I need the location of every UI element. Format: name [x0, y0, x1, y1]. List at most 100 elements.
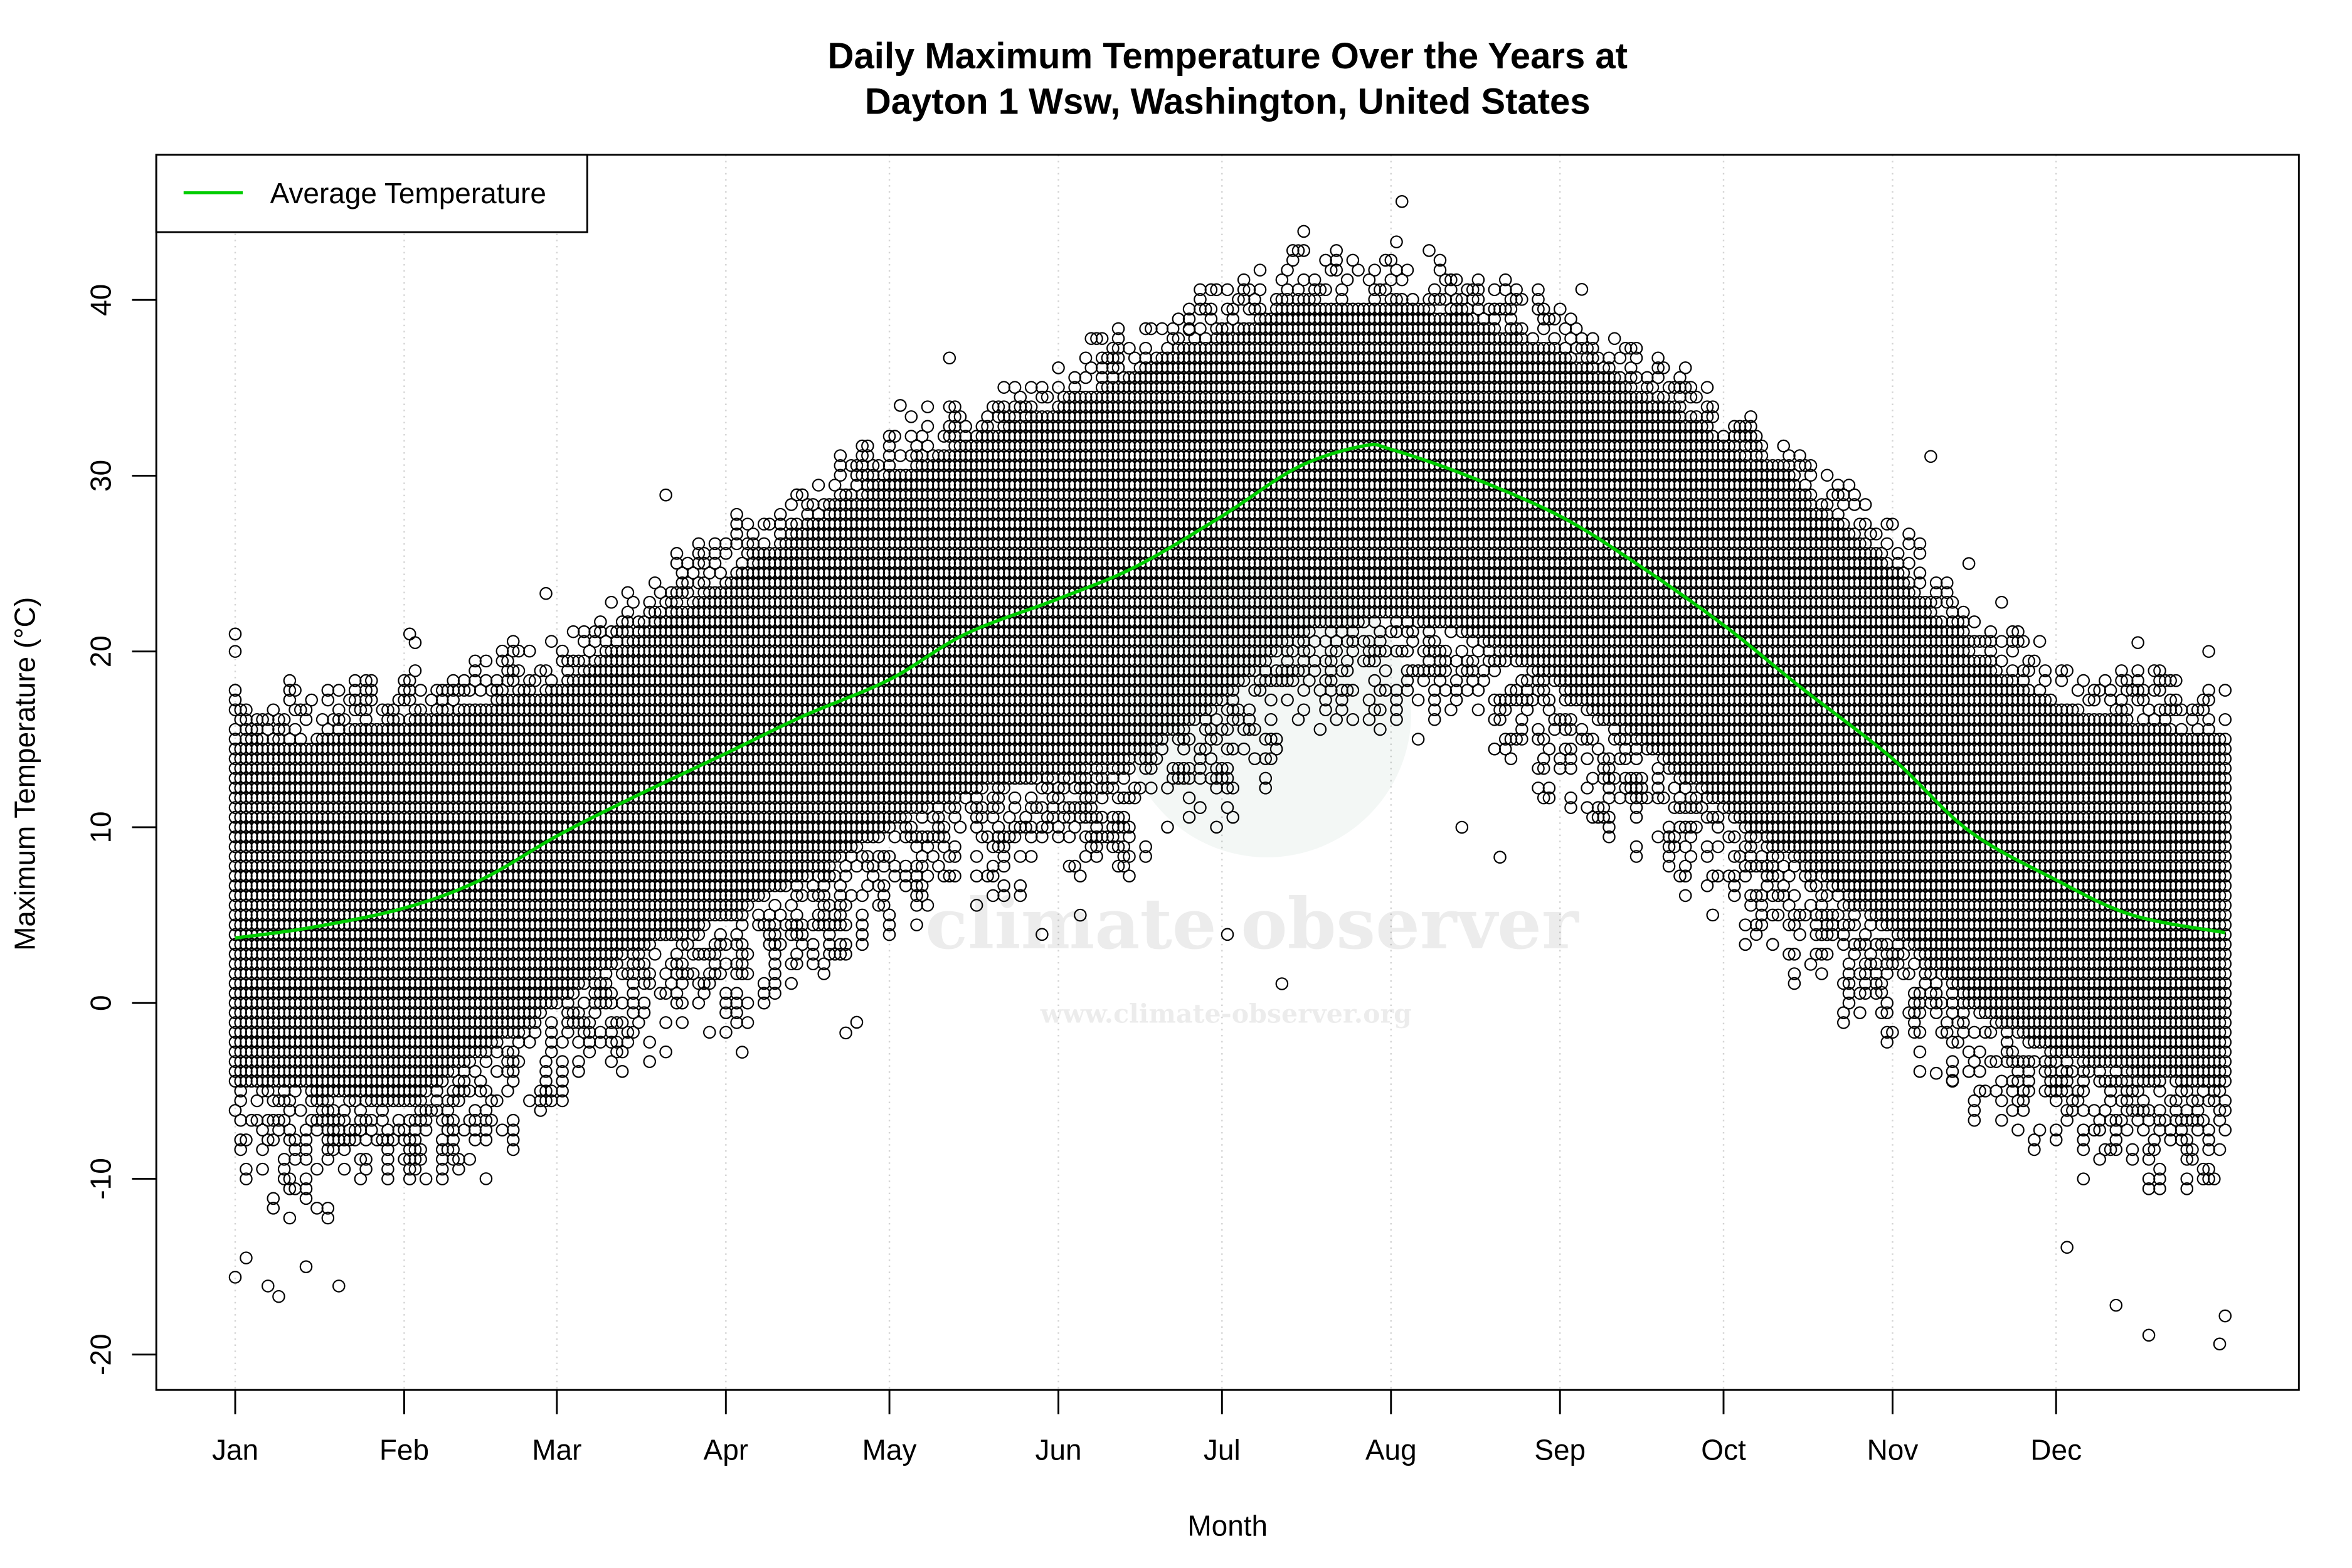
data-point [299, 1143, 313, 1157]
data-point [332, 1025, 346, 1039]
data-point [256, 840, 269, 854]
data-point [283, 1172, 297, 1185]
data-point [332, 938, 346, 951]
data-point [310, 1202, 324, 1215]
data-point [261, 781, 275, 795]
data-point [267, 1133, 280, 1147]
data-point [261, 810, 275, 824]
data-point [256, 1016, 269, 1029]
data-point [305, 693, 318, 707]
data-point [234, 703, 247, 717]
data-point [283, 684, 297, 697]
data-point [332, 859, 346, 873]
data-point [277, 1162, 291, 1176]
data-point [256, 1055, 269, 1068]
data-point [256, 761, 269, 775]
data-point [261, 859, 275, 873]
data-point [256, 918, 269, 931]
data-point [256, 879, 269, 893]
data-point [283, 674, 297, 687]
data-point [332, 830, 346, 844]
data-point [261, 712, 275, 726]
data-point [261, 752, 275, 765]
data-point [256, 967, 269, 980]
data-point [267, 733, 280, 746]
data-point [256, 869, 269, 882]
data-point [289, 1084, 302, 1098]
data-point [310, 1162, 324, 1176]
data-point [256, 859, 269, 873]
data-point [675, 1016, 689, 1029]
data-point [261, 723, 275, 736]
data-point [261, 967, 275, 980]
data-point [299, 712, 313, 726]
data-point [256, 801, 269, 814]
data-point [332, 987, 346, 1000]
data-point [256, 810, 269, 824]
data-point [332, 781, 346, 795]
data-point [261, 869, 275, 882]
data-point [256, 733, 269, 746]
data-point [741, 996, 755, 1010]
data-point [332, 928, 346, 941]
data-point [321, 693, 335, 707]
chart-title-line-2: Dayton 1 Wsw, Washington, United States [865, 81, 1591, 122]
data-point [566, 625, 580, 638]
data-point [332, 1006, 346, 1019]
data-point [234, 712, 247, 726]
data-point [332, 996, 346, 1010]
data-point [245, 723, 258, 736]
data-point [277, 1094, 291, 1108]
data-point [261, 899, 275, 912]
data-point [250, 733, 264, 746]
data-point [463, 1153, 477, 1166]
data-point [321, 1094, 335, 1108]
data-point [261, 801, 275, 814]
data-point [256, 830, 269, 844]
scatter-points [228, 195, 2232, 1351]
watermark: climate observer www.climate-observer.or… [925, 569, 1579, 1029]
data-point [261, 889, 275, 903]
data-point [337, 1162, 351, 1176]
data-point [267, 1202, 280, 1215]
data-point [523, 1094, 536, 1108]
data-point [272, 1113, 285, 1127]
data-point [332, 1123, 346, 1136]
data-point [256, 1074, 269, 1088]
data-point [332, 791, 346, 805]
data-point [332, 879, 346, 893]
data-point [277, 1172, 291, 1185]
data-point [240, 1162, 253, 1176]
data-point [261, 938, 275, 951]
data-point [261, 1055, 275, 1068]
data-point [321, 1143, 335, 1157]
data-point [240, 1133, 253, 1147]
data-point [261, 1045, 275, 1059]
data-point [844, 889, 858, 903]
data-point [256, 996, 269, 1010]
data-point [332, 869, 346, 882]
data-point [332, 801, 346, 814]
data-point [332, 889, 346, 903]
data-point [321, 1202, 335, 1215]
data-point [256, 948, 269, 961]
data-point [495, 1123, 509, 1136]
data-point [256, 1162, 269, 1176]
data-point [332, 1055, 346, 1068]
data-point [261, 908, 275, 922]
data-point [256, 752, 269, 765]
data-point [605, 595, 618, 609]
data-point [332, 1036, 346, 1049]
data-point [261, 879, 275, 893]
data-point [245, 1113, 258, 1127]
data-point [272, 723, 285, 736]
data-point [615, 1065, 629, 1078]
data-point [544, 635, 558, 648]
data-point [261, 918, 275, 931]
data-point [659, 1045, 672, 1059]
data-point [332, 810, 346, 824]
data-point [299, 1153, 313, 1166]
data-point [741, 1016, 755, 1029]
data-point [261, 1133, 275, 1147]
